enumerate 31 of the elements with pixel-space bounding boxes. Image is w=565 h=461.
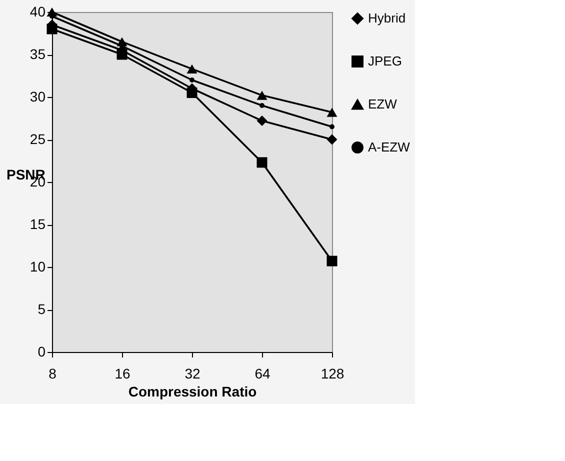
y-tick-label: 0 — [38, 344, 46, 360]
x-tick-label: 128 — [320, 366, 344, 382]
x-tick-label: 8 — [48, 366, 57, 382]
point — [186, 64, 198, 74]
point — [190, 78, 194, 82]
y-tick-label: 40 — [30, 4, 46, 20]
y-tick-label: 25 — [30, 131, 46, 147]
point — [256, 116, 268, 126]
point — [256, 90, 268, 100]
y-tick-label: 30 — [30, 88, 46, 104]
point — [260, 103, 264, 108]
legend-label: A-EZW — [368, 140, 411, 154]
y-tick-label: 35 — [30, 46, 46, 62]
point — [330, 124, 334, 130]
legend-label: Hybrid — [368, 10, 406, 26]
point — [186, 88, 198, 98]
point — [326, 134, 338, 145]
y-tick-label: 5 — [38, 301, 46, 317]
y-tick-label: 10 — [30, 258, 46, 274]
x-tick-label: 32 — [184, 366, 200, 382]
x-axis-title: Compression Ratio — [128, 384, 257, 400]
x-tick-label: 64 — [254, 366, 270, 382]
point — [116, 49, 128, 60]
point — [46, 24, 58, 34]
point — [326, 108, 338, 117]
y-tick-label: 15 — [30, 216, 46, 232]
x-tick-label: 16 — [114, 366, 130, 382]
legend-label: JPEG — [368, 54, 402, 68]
legend-label: EZW — [368, 96, 398, 112]
point — [256, 157, 268, 168]
point — [326, 256, 338, 266]
